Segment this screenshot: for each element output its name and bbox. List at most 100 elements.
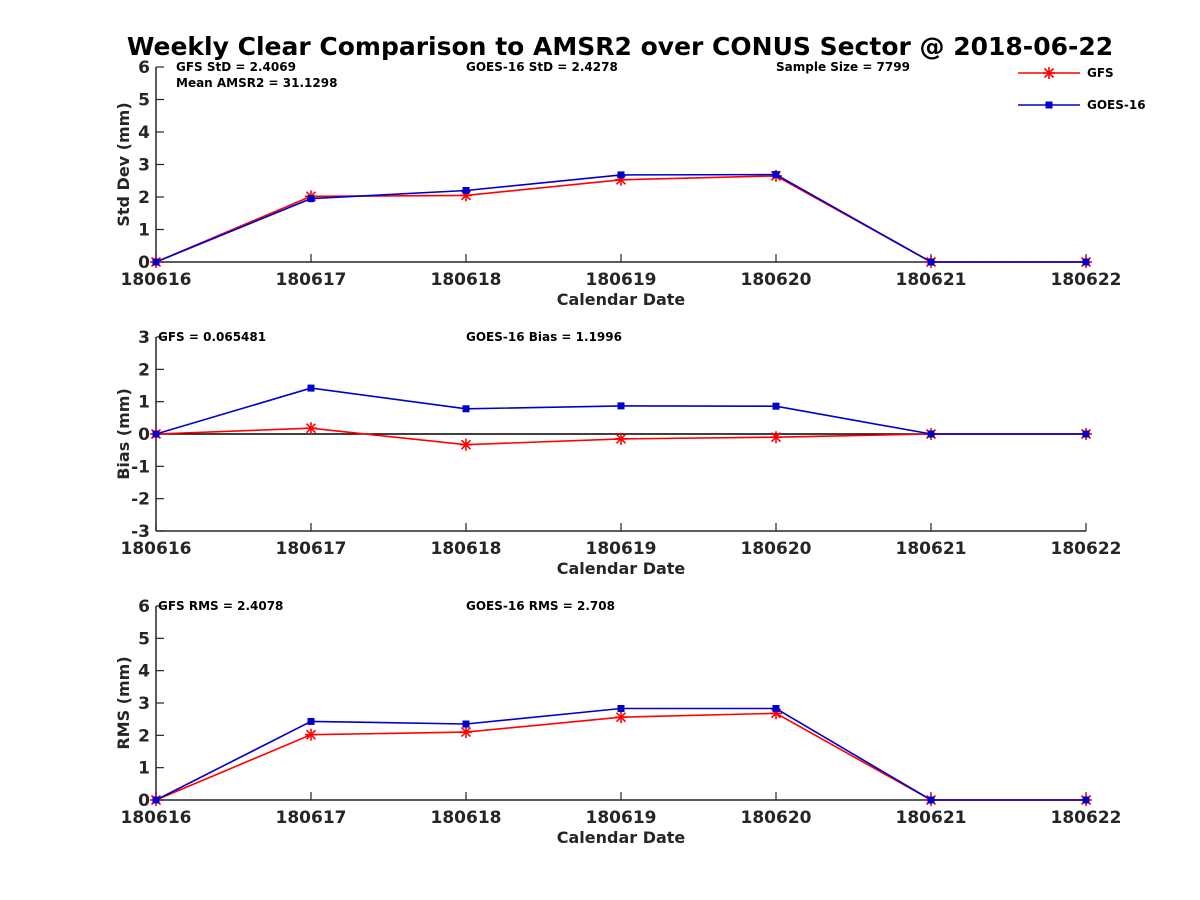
bias-gfs-point [305,422,317,435]
rms-goes16-point [462,720,470,728]
chart-title: Weekly Clear Comparison to AMSR2 over CO… [127,32,1113,61]
rms-x-tick-label: 180621 [896,808,967,828]
bias-x-tick-label: 180618 [431,539,502,559]
std-goes16-point [1082,258,1090,266]
bias-annot-goes: GOES-16 Bias = 1.1996 [466,330,622,344]
bias-y-tick-label: -1 [131,457,150,477]
std-dev-panel: 0 1 2 3 4 5 6 180616 180617 180618 180619 180620 180… [114,58,1121,309]
std-y-tick-label: 4 [138,123,150,143]
legend-goes-marker [1045,101,1053,109]
bias-x-tick-label: 180617 [276,539,347,559]
std-annot-gfs: GFS StD = 2.4069 [176,60,296,74]
std-y-tick-label: 6 [138,58,150,78]
std-x-tick-label: 180616 [121,270,192,290]
bias-gfs-point-stroke [305,423,317,434]
rms-goes16-point [617,704,625,712]
bias-gfs-point [615,432,627,445]
rms-x-tick-label: 180619 [586,808,657,828]
bias-x-tick-label: 180619 [586,539,657,559]
bias-y-tick-label: 1 [138,393,150,413]
bias-gfs-point [770,431,782,444]
std-goes16-point [307,195,315,203]
bias-panel: -3 -2 -1 0 1 2 3 180616 180617 180618 180619 180620… [114,328,1121,578]
std-x-tick-label: 180620 [741,270,812,290]
std-x-axis-label: Calendar Date [557,290,686,309]
rms-gfs-point [615,711,627,724]
std-goes16-point [617,171,625,179]
std-y-tick-label: 5 [138,91,150,111]
std-annot-sample: Sample Size = 7799 [776,60,910,74]
rms-gfs-line [155,712,1086,801]
rms-gfs-point-stroke [460,727,472,738]
bias-gfs-point-stroke [615,433,627,444]
rms-y-axis-label: RMS (mm) [114,656,133,749]
bias-goes16-point [462,405,470,413]
rms-panel: 0 1 2 3 4 5 6 180616 180617 180618 180619 180620 180… [114,597,1121,847]
bias-y-tick-label: 2 [138,360,150,380]
std-y-tick-label: 2 [138,188,150,208]
bias-x-axis-label: Calendar Date [557,559,686,578]
legend-gfs-marker [1043,67,1055,79]
legend-goes-label: GOES-16 [1087,98,1146,112]
bias-goes16-point [772,402,780,410]
rms-x-tick-label: 180617 [276,808,347,828]
rms-y-tick-label: 4 [138,662,150,682]
bias-goes16-point [307,384,315,392]
rms-x-tick-label: 180618 [431,808,502,828]
rms-goes16-point [307,717,315,725]
rms-x-axis-label: Calendar Date [557,828,686,847]
rms-x-tick-label: 180622 [1051,808,1122,828]
std-annot-goes: GOES-16 StD = 2.4278 [466,60,618,74]
rms-x-tick-label: 180616 [121,808,192,828]
std-x-tick-label: 180621 [896,270,967,290]
rms-gfs-point-stroke [615,712,627,723]
std-x-tick-label: 180622 [1051,270,1122,290]
bias-y-tick-label: 3 [138,328,150,348]
bias-gfs-point-stroke [770,432,782,443]
bias-y-tick-label: 0 [138,425,150,445]
bias-x-tick-label: 180622 [1051,539,1122,559]
std-goes16-point [927,258,935,266]
bias-y-tick-label: -2 [131,490,150,510]
bias-annot-gfs: GFS = 0.065481 [158,330,266,344]
std-goes16-point [772,171,780,179]
bias-y-axis-label: Bias (mm) [114,388,133,480]
bias-goes16-point [152,430,160,438]
rms-gfs-point [305,728,317,741]
std-y-tick-label: 3 [138,156,150,176]
rms-gfs-point-stroke [305,729,317,740]
std-x-tick-label: 180619 [586,270,657,290]
rms-annot-goes: GOES-16 RMS = 2.708 [466,599,615,613]
std-gfs-line [155,175,1086,263]
std-y-axis-label: Std Dev (mm) [114,102,133,226]
bias-gfs-point [460,438,472,451]
legend-gfs-label: GFS [1087,66,1114,80]
std-goes16-point [462,187,470,194]
rms-y-tick-label: 5 [138,629,150,649]
bias-y-tick-label: -3 [131,522,150,542]
rms-goes16-point [1082,796,1090,804]
std-x-tick-label: 180617 [276,270,347,290]
rms-y-tick-label: 2 [138,726,150,746]
std-x-tick-label: 180618 [431,270,502,290]
std-y-tick-label: 1 [138,221,150,241]
legend: GFS GOES-16 [1018,66,1146,112]
rms-goes16-point [927,796,935,804]
bias-goes16-point [617,402,625,410]
bias-x-tick-label: 180620 [741,539,812,559]
bias-goes16-line [155,387,1086,435]
rms-goes16-point [152,796,160,804]
rms-annot-gfs: GFS RMS = 2.4078 [158,599,283,613]
rms-goes16-point [772,704,780,712]
std-goes16-line [155,173,1086,263]
bias-x-tick-label: 180621 [896,539,967,559]
rms-gfs-point [460,726,472,739]
bias-goes16-point [927,430,935,438]
bias-goes16-point [1082,430,1090,438]
std-goes16-point [152,258,160,266]
rms-y-tick-label: 0 [138,791,150,811]
bias-x-tick-label: 180616 [121,539,192,559]
std-y-tick-label: 0 [138,253,150,273]
rms-y-tick-label: 1 [138,759,150,779]
